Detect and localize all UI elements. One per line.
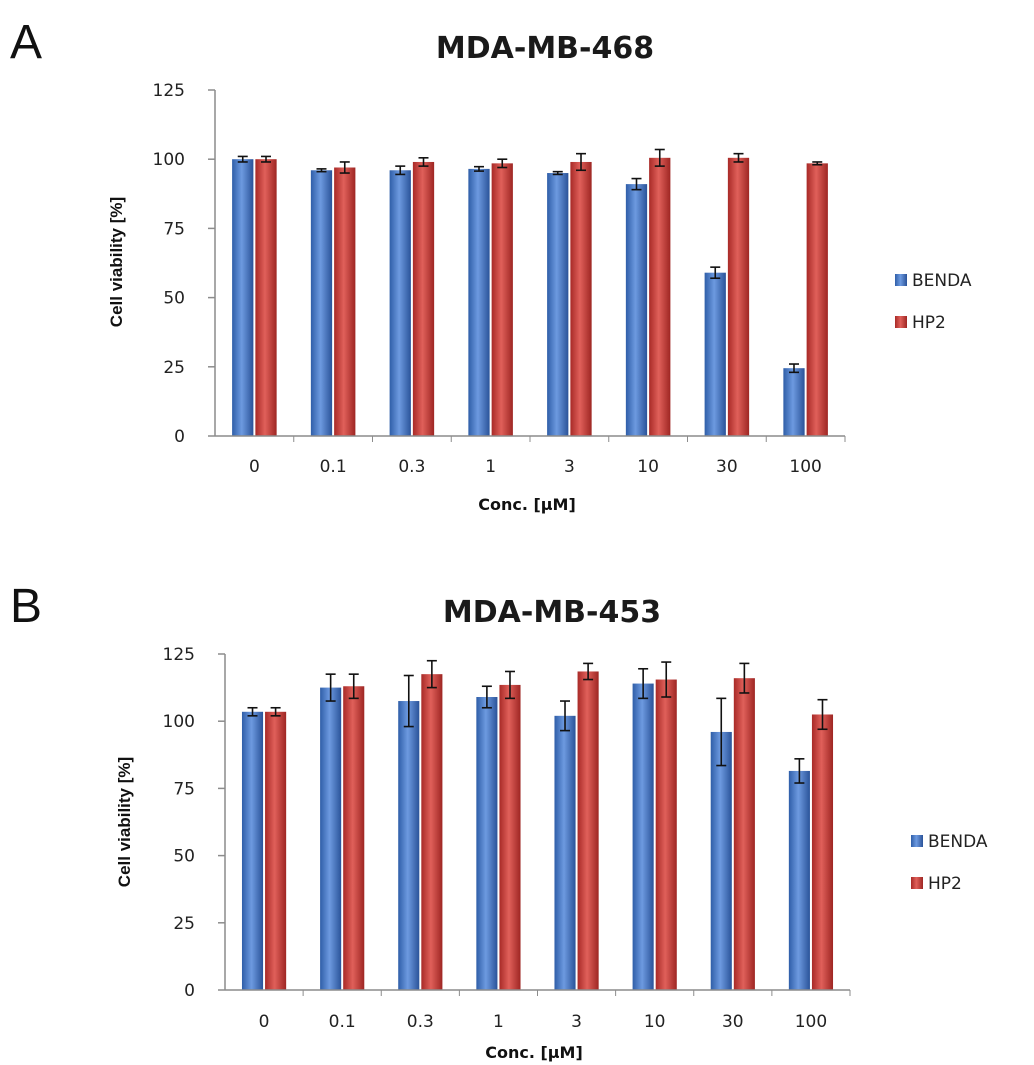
bar-hp2-30: [733, 678, 755, 990]
legend-label-hp2: HP2: [912, 313, 946, 333]
legend-swatch-hp2: [911, 877, 923, 889]
legend-swatch-hp2: [895, 316, 907, 328]
x-tick-label: 0.1: [320, 457, 347, 477]
bars-b: [241, 659, 834, 990]
bar-hp2-100: [811, 714, 834, 990]
legend-label-benda: BENDA: [912, 271, 972, 291]
y-tick-label: 100: [163, 712, 195, 732]
x-tick-label: 0.3: [407, 1012, 434, 1032]
bar-benda-100: [788, 770, 810, 990]
bar-benda-0: [232, 159, 254, 436]
bar-hp2-100: [806, 163, 828, 437]
panel-a: A MDA-MB-468 0 25 50 75 100 125 0 0.1 0.3 1 3 10 30…: [10, 16, 972, 514]
bar-hp2-0: [265, 711, 287, 990]
bar-benda-3: [547, 173, 569, 437]
bar-benda-100: [783, 368, 805, 436]
y-tick-label: 75: [163, 219, 185, 239]
y-axis-ticks-b: 0 25 50 75 100 125: [163, 645, 225, 1001]
bar-benda-0.3: [398, 701, 420, 990]
chart-title-a: MDA-MB-468: [436, 31, 654, 66]
x-tick-label: 10: [637, 457, 659, 477]
y-tick-label: 125: [153, 81, 185, 101]
bar-hp2-1: [499, 684, 521, 990]
x-axis-label-a: Conc. [µM]: [478, 495, 576, 514]
legend-a: BENDA HP2: [895, 271, 972, 333]
x-tick-label: 0.1: [329, 1012, 356, 1032]
legend-swatch-benda: [895, 274, 907, 286]
y-axis-ticks-a: 0 25 50 75 100 125: [153, 81, 215, 447]
bar-benda-0.3: [389, 170, 411, 436]
x-axis-label-b: Conc. [µM]: [485, 1043, 583, 1062]
bar-benda-3: [554, 715, 576, 990]
bar-hp2-3: [577, 671, 599, 990]
y-tick-label: 100: [153, 150, 185, 170]
legend-label-hp2: HP2: [928, 874, 962, 894]
x-tick-label: 0: [259, 1012, 270, 1032]
x-axis-ticks-b: 0 0.1 0.3 1 3 10 30 100: [259, 990, 851, 1032]
legend-label-benda: BENDA: [928, 832, 988, 852]
y-tick-label: 50: [173, 847, 195, 867]
x-tick-label: 3: [564, 457, 575, 477]
x-tick-label: 0: [249, 457, 260, 477]
bar-hp2-10: [649, 157, 671, 437]
bars-a: [232, 148, 828, 437]
bar-hp2-0: [255, 159, 277, 436]
bar-hp2-10: [655, 679, 677, 990]
x-axis-ticks-a: 0 0.1 0.3 1 3 10 30 100: [249, 436, 846, 477]
bar-hp2-0.1: [343, 686, 365, 990]
bar-benda-0.1: [320, 687, 342, 990]
bar-hp2-30: [727, 157, 750, 437]
bar-benda-0.1: [310, 170, 333, 436]
x-tick-label: 1: [493, 1012, 504, 1032]
x-tick-label: 0.3: [398, 457, 425, 477]
y-tick-label: 125: [163, 645, 195, 665]
bar-hp2-3: [570, 161, 592, 436]
legend-b: BENDA HP2: [911, 832, 988, 894]
x-tick-label: 100: [795, 1012, 827, 1032]
x-tick-label: 30: [722, 1012, 744, 1032]
y-tick-label: 25: [163, 358, 185, 378]
legend-swatch-benda: [911, 835, 923, 847]
bar-benda-10: [625, 184, 648, 436]
x-tick-label: 3: [571, 1012, 582, 1032]
x-tick-label: 30: [716, 457, 738, 477]
panel-letter-a: A: [10, 16, 42, 69]
y-axis-label-b: Cell viability [%]: [115, 757, 134, 887]
bar-hp2-0.3: [421, 674, 443, 990]
y-tick-label: 50: [163, 289, 185, 309]
bar-hp2-1: [491, 163, 513, 437]
x-tick-label: 1: [485, 457, 496, 477]
bar-benda-1: [476, 697, 498, 990]
panel-letter-b: B: [10, 580, 42, 633]
y-axis-label-a: Cell viability [%]: [107, 197, 126, 327]
bar-hp2-0.3: [412, 161, 435, 436]
y-tick-label: 25: [173, 914, 195, 934]
chart-title-b: MDA-MB-453: [443, 595, 661, 630]
bar-hp2-0.1: [334, 167, 356, 436]
bar-benda-30: [704, 272, 726, 436]
y-tick-label: 75: [173, 779, 195, 799]
bar-benda-30: [710, 731, 732, 990]
bar-benda-0: [241, 711, 264, 990]
panel-b: B MDA-MB-453 0 25 50 75 100 125 0 0.1 0.3 1 3 10 30…: [10, 580, 988, 1062]
y-tick-label: 0: [174, 427, 185, 447]
x-tick-label: 100: [789, 457, 821, 477]
bar-benda-1: [468, 168, 490, 436]
bar-benda-10: [632, 683, 654, 990]
x-tick-label: 10: [644, 1012, 666, 1032]
y-tick-label: 0: [184, 981, 195, 1001]
